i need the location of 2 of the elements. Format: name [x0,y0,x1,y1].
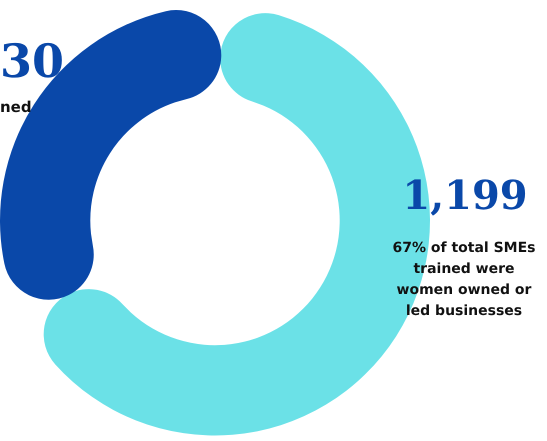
text: ned [0,98,32,116]
text: 30 [0,34,64,88]
